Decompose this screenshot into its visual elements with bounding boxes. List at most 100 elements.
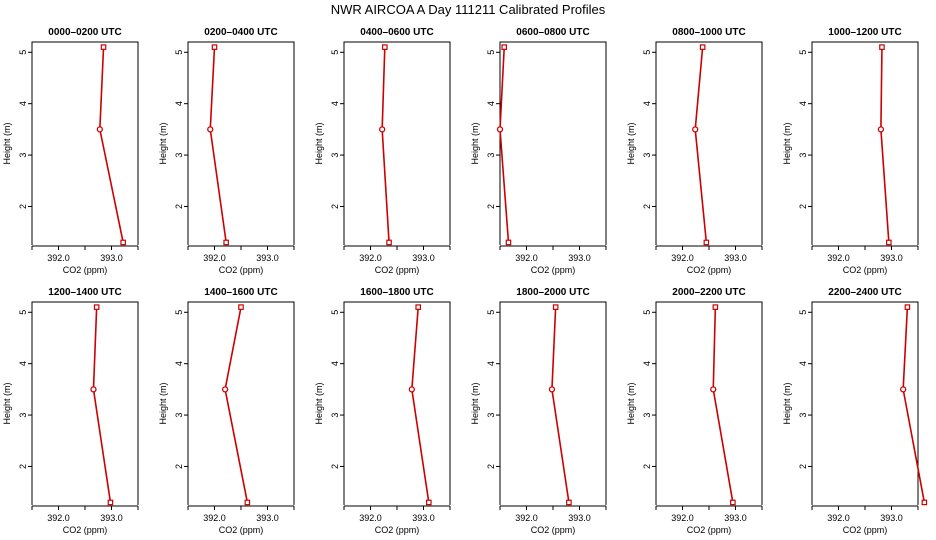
y-tick-label: 2 bbox=[18, 204, 28, 209]
profile-panel: 0600–0800 UTC 392.0 393.0 CO2 (ppm) 2 3 4 5 Heig… bbox=[470, 27, 607, 275]
x-axis-label: CO2 (ppm) bbox=[63, 525, 108, 535]
x-tick-label: 393.0 bbox=[100, 513, 123, 523]
panel-title: 0200–0400 UTC bbox=[204, 27, 277, 38]
panel-title: 1000–1200 UTC bbox=[828, 27, 901, 38]
y-tick-label: 2 bbox=[330, 204, 340, 209]
plot-frame bbox=[343, 41, 451, 245]
x-axis-label: CO2 (ppm) bbox=[63, 265, 108, 275]
panel-title: 1800–2000 UTC bbox=[516, 287, 589, 298]
profile-point bbox=[877, 126, 885, 133]
plot-frame bbox=[655, 301, 763, 505]
panel-title: 1200–1400 UTC bbox=[48, 287, 121, 298]
y-tick-label: 5 bbox=[330, 50, 340, 55]
x-tick-label: 392.0 bbox=[671, 253, 694, 263]
y-axis-label: Height (m) bbox=[782, 122, 792, 164]
x-tick-label: 393.0 bbox=[880, 513, 903, 523]
x-tick-label: 393.0 bbox=[724, 253, 747, 263]
profile-point bbox=[120, 239, 126, 246]
y-tick-label: 2 bbox=[330, 464, 340, 469]
x-tick-label: 392.0 bbox=[203, 253, 226, 263]
profile-panel: 2200–2400 UTC 392.0 393.0 CO2 (ppm) 2 3 4 5 Heig… bbox=[782, 287, 928, 535]
profile-line bbox=[224, 306, 249, 503]
profile-point bbox=[496, 126, 504, 133]
y-tick-label: 3 bbox=[798, 153, 808, 158]
x-tick-label: 393.0 bbox=[412, 253, 435, 263]
profile-line bbox=[551, 307, 570, 503]
x-axis-label: CO2 (ppm) bbox=[687, 265, 732, 275]
y-tick-label: 4 bbox=[642, 101, 652, 106]
x-axis-label: CO2 (ppm) bbox=[843, 525, 888, 535]
y-tick-label: 2 bbox=[174, 464, 184, 469]
x-tick-label: 392.0 bbox=[359, 253, 382, 263]
x-tick-label: 393.0 bbox=[256, 513, 279, 523]
y-tick-label: 4 bbox=[486, 101, 496, 106]
y-tick-label: 4 bbox=[174, 361, 184, 366]
x-axis-label: CO2 (ppm) bbox=[219, 265, 264, 275]
panel-title: 0400–0600 UTC bbox=[360, 27, 433, 38]
y-axis-label: Height (m) bbox=[782, 382, 792, 424]
y-tick-label: 2 bbox=[486, 204, 496, 209]
y-tick-label: 5 bbox=[18, 50, 28, 55]
profile-point bbox=[207, 126, 214, 133]
y-tick-label: 3 bbox=[486, 153, 496, 158]
y-tick-label: 2 bbox=[174, 204, 184, 209]
panel-title: 2000–2200 UTC bbox=[672, 287, 745, 298]
y-tick-label: 3 bbox=[174, 413, 184, 418]
profile-line bbox=[381, 47, 390, 243]
y-tick-label: 3 bbox=[486, 413, 496, 418]
x-tick-label: 393.0 bbox=[412, 513, 435, 523]
x-axis-label: CO2 (ppm) bbox=[531, 265, 576, 275]
x-tick-label: 393.0 bbox=[880, 253, 903, 263]
profile-point bbox=[415, 304, 422, 310]
profile-panel: 0400–0600 UTC 392.0 393.0 CO2 (ppm) 2 3 4 5 Heig… bbox=[314, 27, 451, 275]
y-axis-label: Height (m) bbox=[626, 122, 636, 164]
y-tick-label: 3 bbox=[18, 413, 28, 418]
profile-point bbox=[712, 304, 719, 310]
profile-point bbox=[90, 386, 97, 393]
x-tick-label: 392.0 bbox=[671, 513, 694, 523]
y-tick-label: 5 bbox=[18, 310, 28, 315]
x-axis-label: CO2 (ppm) bbox=[843, 265, 888, 275]
profile-panel: 0000–0200 UTC 392.0 393.0 CO2 (ppm) 2 3 4 5 Heig… bbox=[2, 27, 139, 275]
y-axis-label: Height (m) bbox=[470, 122, 480, 164]
y-axis-label: Height (m) bbox=[2, 122, 12, 164]
plot-frame bbox=[811, 41, 919, 245]
panel-title: 1400–1600 UTC bbox=[204, 287, 277, 298]
x-tick-label: 392.0 bbox=[359, 513, 382, 523]
profile-point bbox=[93, 304, 100, 310]
x-tick-label: 393.0 bbox=[724, 513, 747, 523]
y-tick-label: 3 bbox=[330, 153, 340, 158]
y-tick-label: 5 bbox=[642, 310, 652, 315]
y-tick-label: 3 bbox=[330, 413, 340, 418]
y-axis-label: Height (m) bbox=[314, 382, 324, 424]
profile-point bbox=[501, 44, 508, 50]
x-tick-label: 392.0 bbox=[827, 253, 850, 263]
panel-title: 0800–1000 UTC bbox=[672, 27, 745, 38]
panel-title: 2200–2400 UTC bbox=[828, 287, 901, 298]
x-tick-label: 392.0 bbox=[827, 513, 850, 523]
profile-line bbox=[209, 47, 227, 243]
profile-line bbox=[880, 47, 890, 243]
y-axis-label: Height (m) bbox=[626, 382, 636, 424]
y-axis-label: Height (m) bbox=[314, 122, 324, 164]
y-tick-label: 4 bbox=[330, 101, 340, 106]
plot-frame bbox=[811, 301, 919, 505]
plot-frame bbox=[343, 301, 451, 505]
profile-line bbox=[694, 47, 708, 243]
y-tick-label: 2 bbox=[642, 464, 652, 469]
plot-frame bbox=[31, 301, 139, 505]
y-tick-label: 5 bbox=[642, 50, 652, 55]
plot-frame bbox=[499, 41, 607, 245]
profile-line bbox=[902, 307, 926, 503]
y-tick-label: 3 bbox=[174, 153, 184, 158]
page-title: NWR AIRCOA A Day 111211 Calibrated Profi… bbox=[330, 2, 606, 17]
y-tick-label: 4 bbox=[798, 361, 808, 366]
x-tick-label: 392.0 bbox=[47, 513, 70, 523]
profile-line bbox=[92, 307, 112, 503]
y-tick-label: 2 bbox=[798, 204, 808, 209]
profile-panel: 2000–2200 UTC 392.0 393.0 CO2 (ppm) 2 3 4 5 Heig… bbox=[626, 287, 763, 535]
profile-point bbox=[96, 126, 103, 133]
profile-line bbox=[99, 47, 124, 243]
y-axis-label: Height (m) bbox=[158, 122, 168, 164]
